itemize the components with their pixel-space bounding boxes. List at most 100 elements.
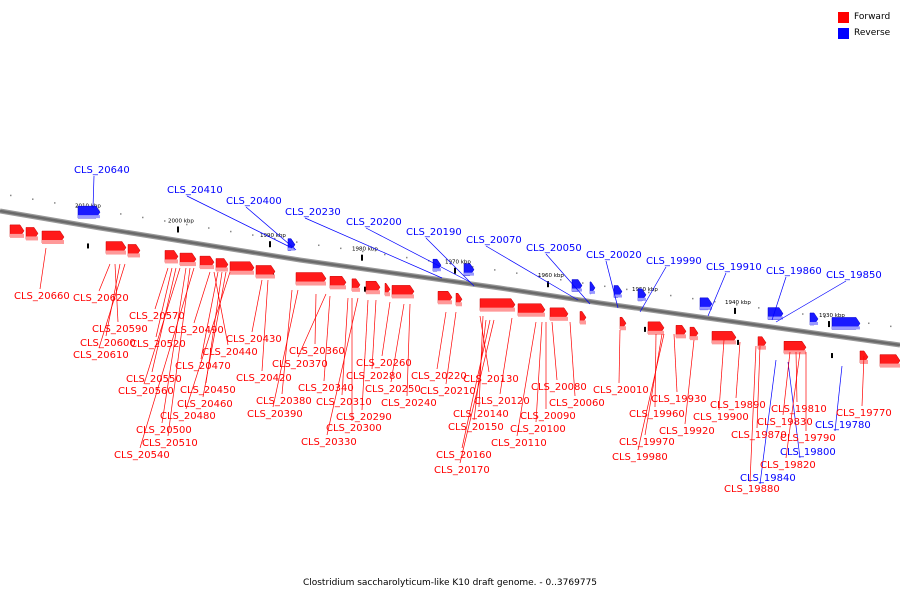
- reverse-leader-line: [775, 280, 847, 323]
- forward-gene-shadow: [620, 326, 626, 331]
- scale-dot: [516, 272, 518, 274]
- forward-gene-label: CLS_20610: [73, 350, 129, 361]
- forward-gene-label: CLS_20260: [356, 358, 412, 369]
- kbp-label: 1960 kbp: [538, 273, 564, 279]
- forward-gene-label: CLS_19980: [612, 452, 668, 463]
- forward-gene-label: CLS_20450: [180, 385, 236, 396]
- scale-dot: [76, 205, 78, 208]
- reverse-gene-label: CLS_20190: [406, 227, 462, 238]
- scale-dot: [758, 307, 760, 309]
- forward-gene-label: CLS_20100: [510, 424, 566, 435]
- scale-dot: [318, 244, 320, 247]
- reverse-leader-line: [186, 195, 293, 249]
- forward-gene-label: CLS_20660: [14, 291, 70, 302]
- reverse-leader-line: [834, 365, 843, 432]
- forward-leader-line: [461, 319, 491, 449]
- scale-dot: [890, 325, 892, 328]
- forward-leader-line: [390, 303, 405, 383]
- scale-dot: [252, 234, 254, 236]
- forward-gene-label: CLS_20150: [448, 422, 504, 433]
- forward-gene-label: CLS_20340: [298, 383, 354, 394]
- forward-leader-line: [516, 321, 537, 437]
- legend: Forward Reverse: [838, 9, 890, 41]
- forward-leader-line: [684, 339, 695, 425]
- forward-leader-line: [154, 267, 169, 310]
- scale-dot: [692, 297, 694, 300]
- kbp-label: 1980 kbp: [352, 247, 378, 253]
- kbp-subtick: [364, 286, 366, 292]
- forward-leader-line: [202, 271, 227, 398]
- reverse-gene-shadow: [433, 268, 441, 272]
- kbp-tick: [734, 307, 736, 314]
- kbp-label: 2000 kbp: [168, 218, 194, 224]
- forward-gene-label: CLS_20470: [175, 361, 231, 372]
- reverse-leader-line: [787, 361, 801, 459]
- forward-gene-label: CLS_20170: [434, 465, 490, 476]
- reverse-gene-label: CLS_19840: [740, 473, 796, 484]
- forward-leader-line: [272, 289, 299, 408]
- forward-leader-line: [213, 271, 229, 346]
- forward-gene-label: CLS_20220: [411, 371, 467, 382]
- kbp-label: 1930 kbp: [819, 313, 845, 319]
- forward-gene-label: CLS_20440: [202, 347, 258, 358]
- forward-gene-label: CLS_20380: [256, 396, 312, 407]
- scale-dot: [32, 198, 34, 200]
- forward-leader-line: [193, 271, 211, 324]
- kbp-subtick: [737, 339, 739, 345]
- reverse-gene-shadow: [78, 215, 100, 219]
- forward-leader-line: [98, 263, 126, 349]
- reverse-gene-label: CLS_19860: [766, 266, 822, 277]
- forward-gene-shadow: [366, 290, 380, 295]
- scale-dot: [494, 269, 496, 271]
- forward-leader-line: [673, 333, 678, 393]
- forward-leader-line: [297, 293, 327, 358]
- reverse-gene-shadow: [638, 297, 646, 301]
- reverse-leader-line: [485, 245, 579, 301]
- forward-leader-line: [718, 339, 725, 411]
- forward-gene-label: CLS_20550: [126, 374, 182, 385]
- reverse-gene-label: CLS_19990: [646, 256, 702, 267]
- forward-gene-shadow: [456, 302, 462, 307]
- kbp-subtick: [644, 326, 646, 332]
- reverse-gene-label: CLS_20400: [226, 196, 282, 207]
- forward-gene-label: CLS_19790: [780, 433, 836, 444]
- forward-gene-label: CLS_19900: [693, 412, 749, 423]
- forward-leader-line: [618, 329, 621, 384]
- legend-forward: Forward: [838, 9, 890, 25]
- forward-leader-line: [782, 351, 791, 416]
- legend-reverse-label: Reverse: [854, 28, 891, 38]
- kbp-label: 1940 kbp: [725, 300, 751, 306]
- forward-gene-label: CLS_20370: [272, 359, 328, 370]
- reverse-gene-label: CLS_20230: [285, 207, 341, 218]
- reverse-leader-line: [545, 253, 591, 305]
- forward-gene-label: CLS_20060: [549, 398, 605, 409]
- reverse-gene-label: CLS_20050: [526, 243, 582, 254]
- scale-dot: [802, 313, 804, 315]
- forward-gene-label: CLS_20510: [142, 438, 198, 449]
- reverse-gene-label: CLS_19800: [780, 447, 836, 458]
- reverse-gene-shadow: [614, 294, 622, 298]
- forward-gene-shadow: [180, 262, 196, 267]
- forward-gene-shadow: [230, 270, 254, 275]
- forward-gene-shadow: [216, 267, 228, 272]
- scale-dot: [736, 304, 738, 306]
- scale-dot: [362, 250, 364, 253]
- forward-gene-shadow: [648, 330, 664, 335]
- forward-gene-shadow: [480, 307, 515, 312]
- forward-leader-line: [323, 295, 331, 382]
- forward-gene-label: CLS_20490: [168, 325, 224, 336]
- forward-gene-label: CLS_20600: [80, 338, 136, 349]
- reverse-gene-shadow: [768, 316, 783, 320]
- forward-gene-shadow: [758, 345, 766, 350]
- scale-dot: [186, 223, 188, 226]
- forward-leader-line: [143, 267, 181, 385]
- forward-leader-line: [861, 355, 865, 407]
- scale-dot: [230, 230, 232, 233]
- forward-gene-label: CLS_20390: [247, 409, 303, 420]
- forward-leader-line: [167, 267, 191, 437]
- forward-gene-label: CLS_20520: [130, 339, 186, 350]
- forward-gene-shadow: [106, 250, 126, 255]
- forward-leader-line: [499, 317, 513, 395]
- scale-dot: [670, 294, 672, 297]
